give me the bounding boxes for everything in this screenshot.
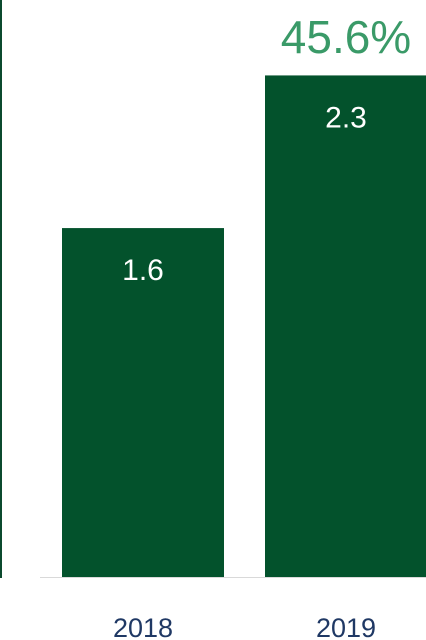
bar-value-label-2019: 2.3 bbox=[325, 101, 367, 134]
x-tick-label-2019: 2019 bbox=[316, 613, 376, 640]
growth-annotation: 45.6% bbox=[281, 11, 411, 63]
bar-2018 bbox=[62, 228, 224, 578]
labels-group: 1.6 2018 2.3 2019 45.6% bbox=[113, 11, 411, 640]
bars-group bbox=[62, 75, 426, 578]
bar-value-label-2018: 1.6 bbox=[122, 254, 164, 287]
x-tick-label-2018: 2018 bbox=[113, 613, 173, 640]
bar-2019 bbox=[265, 75, 426, 577]
left-border-rule bbox=[0, 0, 2, 578]
